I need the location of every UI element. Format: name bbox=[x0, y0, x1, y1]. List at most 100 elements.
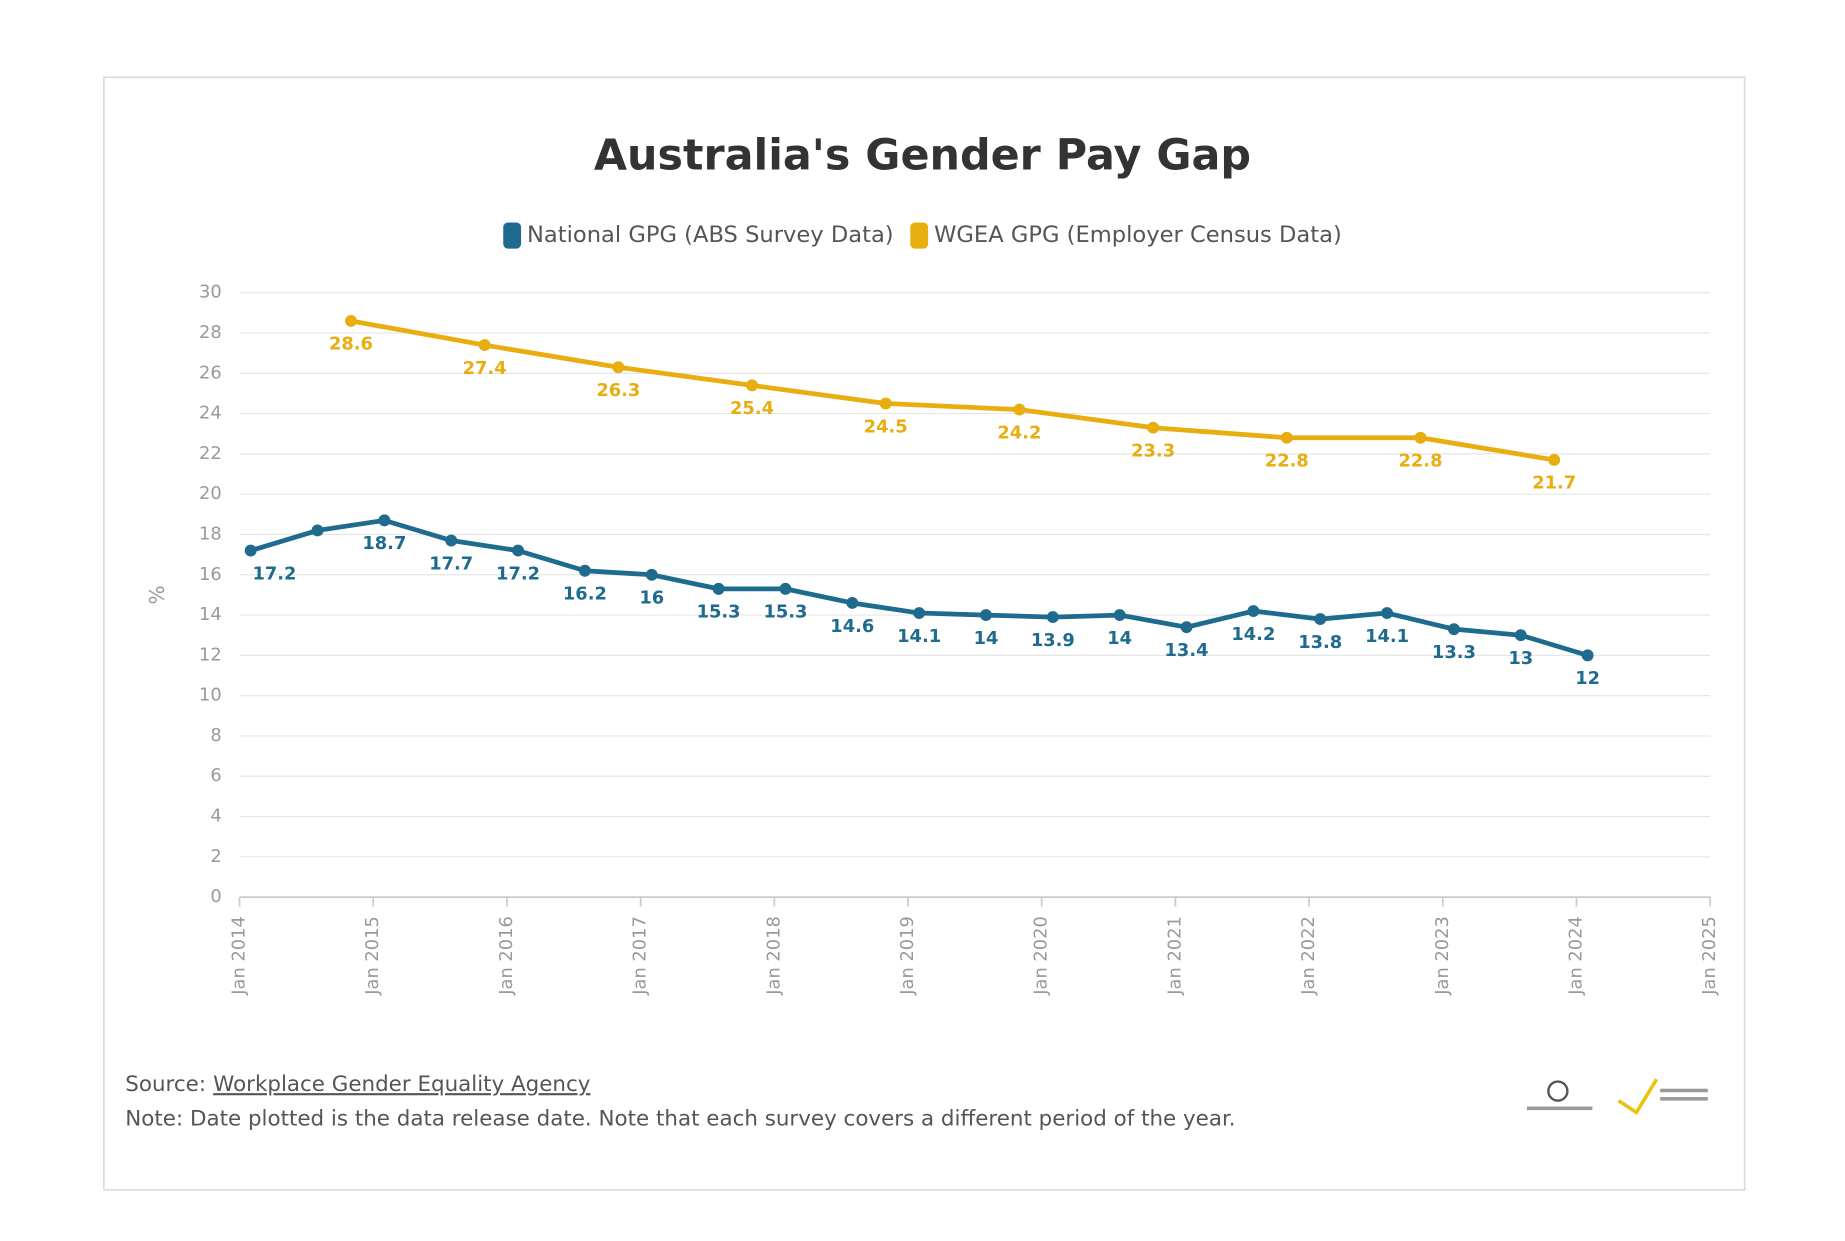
data-label: 24.5 bbox=[864, 416, 908, 437]
data-point bbox=[1180, 621, 1193, 634]
data-point bbox=[779, 582, 792, 595]
note: Note: Date plotted is the data release d… bbox=[125, 1107, 1235, 1132]
data-label: 14.2 bbox=[1231, 624, 1275, 645]
data-label: 21.7 bbox=[1532, 473, 1576, 494]
logos bbox=[1526, 1078, 1708, 1116]
data-point bbox=[879, 397, 892, 410]
y-tick-label: 24 bbox=[199, 403, 222, 424]
data-point bbox=[478, 339, 491, 352]
data-label: 22.8 bbox=[1265, 451, 1309, 472]
data-label: 13.3 bbox=[1432, 642, 1476, 663]
data-point bbox=[1581, 649, 1594, 662]
data-label: 13.9 bbox=[1031, 630, 1075, 651]
data-point bbox=[712, 582, 725, 595]
data-label: 25.4 bbox=[730, 398, 774, 419]
data-label: 13.8 bbox=[1298, 632, 1342, 653]
data-point bbox=[913, 607, 926, 620]
x-tick-label: Jan 2025 bbox=[1699, 916, 1720, 996]
x-tick-label: Jan 2024 bbox=[1565, 916, 1586, 996]
data-point bbox=[1414, 431, 1427, 444]
x-tick-label: Jan 2023 bbox=[1432, 916, 1453, 996]
legend-label: National GPG (ABS Survey Data) bbox=[527, 222, 894, 248]
data-label: 14 bbox=[1107, 628, 1132, 649]
data-label: 22.8 bbox=[1399, 451, 1443, 472]
y-tick-label: 2 bbox=[210, 846, 221, 867]
data-point bbox=[445, 534, 458, 547]
data-point bbox=[846, 597, 859, 609]
data-point bbox=[244, 544, 257, 557]
data-label: 14.1 bbox=[1365, 626, 1409, 647]
data-label: 26.3 bbox=[596, 380, 640, 401]
y-tick-label: 12 bbox=[199, 644, 222, 665]
y-tick-label: 14 bbox=[199, 604, 222, 625]
data-point bbox=[1247, 605, 1260, 617]
x-tick-label: Jan 2022 bbox=[1298, 916, 1319, 996]
data-point bbox=[1013, 403, 1026, 416]
data-label: 14.1 bbox=[897, 626, 941, 647]
y-tick-label: 18 bbox=[199, 523, 222, 544]
data-label: 15.3 bbox=[697, 602, 741, 623]
data-label: 17.2 bbox=[496, 563, 540, 584]
legend-swatch bbox=[910, 222, 929, 249]
data-label: 27.4 bbox=[463, 358, 507, 379]
data-label: 13 bbox=[1508, 648, 1533, 669]
data-point bbox=[1548, 453, 1561, 466]
data-point bbox=[344, 314, 357, 327]
data-label: 24.2 bbox=[997, 422, 1041, 443]
y-tick-label: 6 bbox=[210, 765, 221, 786]
data-point bbox=[612, 361, 625, 374]
data-label: 12 bbox=[1575, 668, 1600, 689]
y-tick-label: 28 bbox=[199, 322, 222, 343]
y-axis-label: % bbox=[145, 585, 169, 604]
x-tick-label: Jan 2014 bbox=[229, 916, 250, 996]
data-point bbox=[378, 514, 391, 527]
y-tick-label: 26 bbox=[199, 362, 222, 383]
source-link[interactable]: Workplace Gender Equality Agency bbox=[213, 1072, 591, 1097]
data-label: 16 bbox=[639, 588, 664, 609]
y-tick-label: 10 bbox=[199, 685, 222, 706]
data-label: 17.7 bbox=[429, 553, 473, 574]
x-tick-label: Jan 2020 bbox=[1031, 916, 1052, 996]
data-point bbox=[1046, 611, 1059, 624]
data-point bbox=[746, 379, 758, 392]
data-point bbox=[1447, 623, 1460, 636]
x-tick-label: Jan 2017 bbox=[630, 916, 651, 996]
data-point bbox=[1147, 421, 1160, 434]
data-label: 16.2 bbox=[563, 584, 607, 605]
data-label: 13.4 bbox=[1165, 640, 1209, 661]
data-point bbox=[1381, 607, 1394, 620]
legend-swatch bbox=[503, 222, 522, 249]
x-tick-label: Jan 2021 bbox=[1164, 916, 1185, 996]
y-tick-label: 8 bbox=[210, 725, 221, 746]
data-label: 28.6 bbox=[329, 334, 373, 355]
chart-title: Australia's Gender Pay Gap bbox=[594, 131, 1251, 181]
y-tick-label: 4 bbox=[210, 806, 221, 827]
data-point bbox=[980, 609, 992, 622]
x-tick-label: Jan 2019 bbox=[897, 916, 918, 996]
data-point bbox=[645, 568, 658, 581]
data-label: 17.2 bbox=[252, 563, 296, 584]
data-point bbox=[1514, 629, 1527, 642]
y-tick-label: 0 bbox=[210, 886, 221, 907]
data-point bbox=[1113, 609, 1126, 622]
y-tick-label: 16 bbox=[199, 564, 222, 585]
data-point bbox=[578, 564, 591, 577]
x-tick-label: Jan 2015 bbox=[362, 916, 383, 996]
series-line bbox=[350, 318, 1555, 463]
data-label: 18.7 bbox=[362, 533, 406, 554]
data-point bbox=[1280, 431, 1293, 444]
x-tick-label: Jan 2016 bbox=[496, 916, 517, 996]
source-label: Source: bbox=[125, 1072, 206, 1097]
data-label: 15.3 bbox=[763, 602, 807, 623]
data-point bbox=[1314, 613, 1327, 626]
data-point bbox=[311, 524, 324, 537]
legend: National GPG (ABS Survey Data) WGEA GPG (… bbox=[503, 222, 1342, 249]
data-label: 23.3 bbox=[1131, 440, 1175, 461]
y-tick-label: 30 bbox=[199, 282, 222, 303]
legend-label: WGEA GPG (Employer Census Data) bbox=[934, 222, 1342, 248]
data-label: 14 bbox=[974, 628, 999, 649]
y-tick-label: 22 bbox=[199, 443, 222, 464]
data-point bbox=[512, 544, 525, 557]
